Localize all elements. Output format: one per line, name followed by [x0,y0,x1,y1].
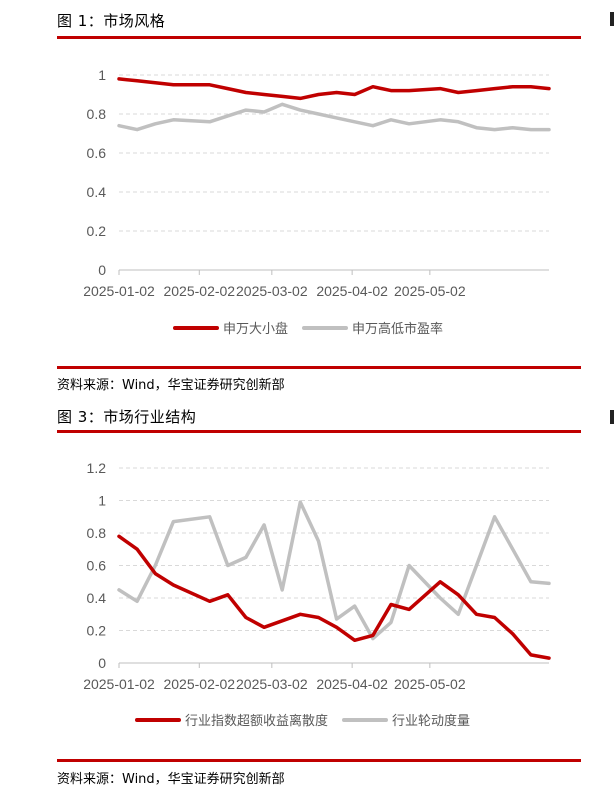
clipped-column-edge [610,12,614,26]
y-tick-label: 0 [98,262,106,278]
x-tick-label: 2025-05-02 [394,676,466,692]
y-tick-label: 0 [98,655,106,671]
legend-label: 申万大小盘 [223,321,288,336]
y-tick-label: 0.2 [87,223,107,239]
y-tick-label: 0.8 [87,525,107,541]
x-tick-label: 2025-04-02 [316,676,388,692]
y-tick-label: 0.4 [87,184,107,200]
x-tick-label: 2025-04-02 [316,283,388,299]
y-tick-label: 1 [98,67,106,83]
y-tick-label: 1 [98,493,106,509]
figure-3-source: 资料来源：Wind，华宝证券研究创新部 [57,772,285,787]
series-line [117,500,551,641]
x-tick-label: 2025-05-02 [394,283,466,299]
x-tick-label: 2025-03-02 [236,676,308,692]
clipped-column-edge [610,410,614,424]
series-line [117,102,551,132]
x-tick-label: 2025-02-02 [163,283,235,299]
figure-1-bottom-rule [57,366,581,369]
y-tick-label: 0.2 [87,623,107,639]
figure-3-bottom-rule [57,759,581,762]
y-tick-label: 1.2 [87,460,107,476]
legend-label: 申万高低市盈率 [352,321,443,336]
x-tick-label: 2025-01-02 [83,676,155,692]
x-tick-label: 2025-01-02 [83,283,155,299]
figure-3-top-rule [57,430,581,433]
y-tick-label: 0.4 [87,590,107,606]
figure-1-title: 图 1：市场风格 [57,12,166,30]
figure-1-source: 资料来源：Wind，华宝证券研究创新部 [57,378,285,393]
y-tick-label: 0.6 [87,558,107,574]
x-tick-label: 2025-03-02 [236,283,308,299]
figure-1-top-rule [57,36,581,39]
series-line [117,534,551,660]
y-tick-label: 0.8 [87,106,107,122]
x-tick-label: 2025-02-02 [163,676,235,692]
legend-label: 行业指数超额收益离散度 [185,713,328,728]
figure-3-title: 图 3：市场行业结构 [57,408,197,426]
series-line [117,77,551,101]
y-tick-label: 0.6 [87,145,107,161]
legend-label: 行业轮动度量 [392,713,470,728]
